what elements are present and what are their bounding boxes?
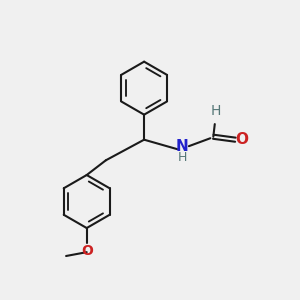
Text: H: H: [211, 104, 221, 118]
Text: O: O: [236, 132, 248, 147]
Text: H: H: [178, 151, 187, 164]
Text: N: N: [176, 139, 189, 154]
Text: O: O: [81, 244, 93, 258]
